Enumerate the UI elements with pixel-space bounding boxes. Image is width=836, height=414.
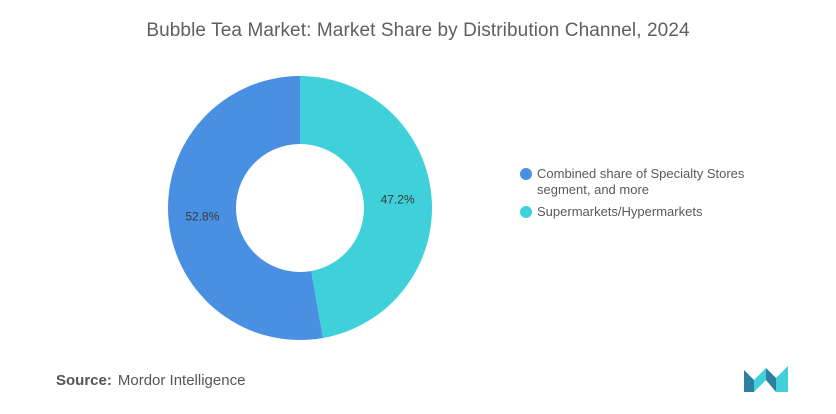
source-note: Source: Mordor Intelligence [56,372,245,389]
legend-swatch-supermarkets [520,206,532,218]
slice-label-specialty-stores: 52.8% [185,210,219,224]
source-label: Source: [56,372,112,389]
legend-label-specialty-stores: Combined share of Specialty Stores segme… [537,166,745,197]
mordor-intelligence-logo-icon [744,366,788,392]
legend: Combined share of Specialty Stores segme… [520,166,780,226]
source-text: Mordor Intelligence [117,372,246,389]
legend-item-specialty-stores: Combined share of Specialty Stores segme… [520,166,780,198]
legend-swatch-specialty-stores [520,168,532,180]
slice-specialty-stores [168,76,324,340]
slice-supermarkets [300,76,433,338]
legend-item-supermarkets: Supermarkets/Hypermarkets [520,204,780,220]
chart-title: Bubble Tea Market: Market Share by Distr… [146,20,690,41]
slice-label-supermarkets: 47.2% [381,192,415,206]
legend-label-supermarkets: Supermarkets/Hypermarkets [537,204,703,219]
